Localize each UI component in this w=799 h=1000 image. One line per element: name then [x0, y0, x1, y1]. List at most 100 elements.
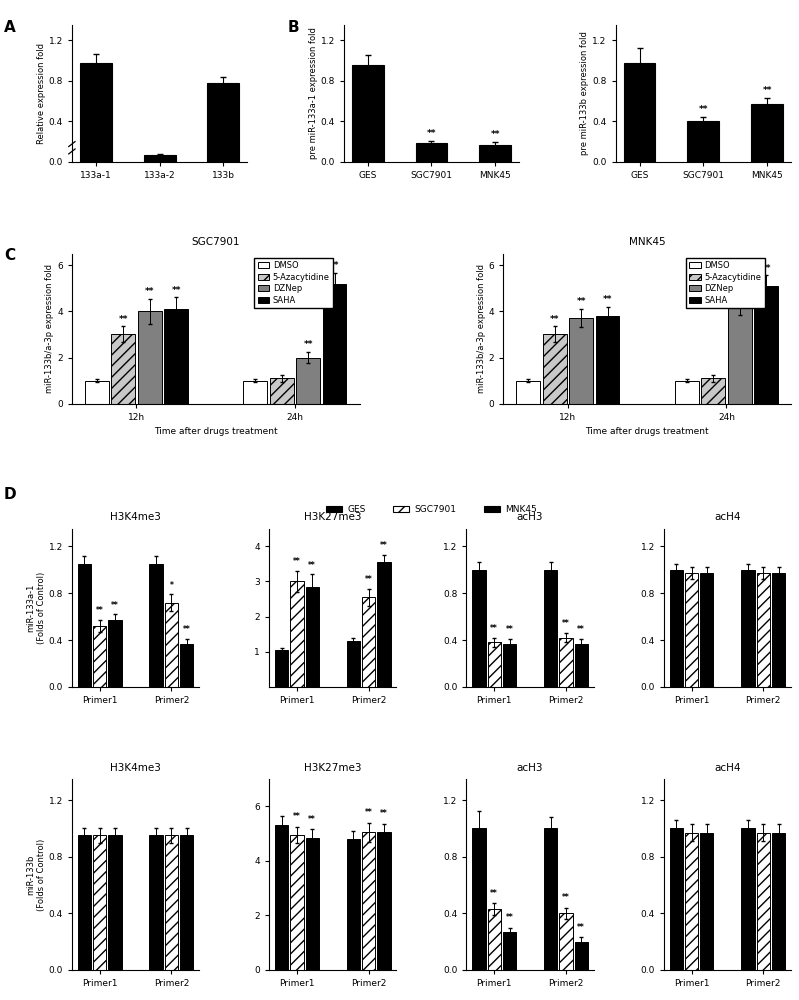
Legend: GES, SGC7901, MNK45: GES, SGC7901, MNK45: [322, 502, 541, 518]
Text: **: **: [602, 295, 612, 304]
Bar: [144, 155, 176, 162]
Bar: [362, 597, 376, 687]
Bar: [544, 828, 558, 970]
Bar: [305, 838, 319, 970]
Text: **: **: [96, 606, 104, 615]
Text: **: **: [762, 86, 772, 95]
Bar: [180, 835, 193, 970]
Title: H3K27me3: H3K27me3: [304, 512, 362, 522]
Text: **: **: [330, 261, 340, 270]
Bar: [244, 381, 267, 404]
Text: **: **: [578, 923, 585, 932]
Bar: [751, 104, 783, 162]
Text: **: **: [491, 130, 500, 139]
Bar: [347, 641, 360, 687]
Text: **: **: [698, 105, 708, 114]
X-axis label: Time after drugs treatment: Time after drugs treatment: [154, 427, 277, 436]
Bar: [415, 143, 447, 162]
Title: MNK45: MNK45: [629, 237, 666, 247]
Bar: [543, 334, 566, 404]
Title: acH3: acH3: [517, 763, 543, 773]
Bar: [596, 316, 619, 404]
Text: **: **: [304, 340, 313, 349]
Bar: [80, 63, 112, 162]
Y-axis label: miR-133a-1
(Folds of Control): miR-133a-1 (Folds of Control): [26, 572, 46, 644]
Bar: [670, 570, 683, 687]
Text: **: **: [550, 315, 559, 324]
Text: *: *: [169, 581, 173, 590]
Y-axis label: miR-133b
(Folds of Control): miR-133b (Folds of Control): [26, 838, 46, 911]
Text: **: **: [293, 812, 301, 821]
Text: **: **: [293, 557, 301, 566]
Bar: [93, 626, 106, 687]
Bar: [137, 311, 161, 404]
Text: **: **: [576, 297, 586, 306]
Text: **: **: [183, 625, 190, 634]
Bar: [362, 832, 376, 970]
Text: **: **: [735, 278, 745, 287]
Bar: [472, 828, 486, 970]
Text: C: C: [4, 248, 15, 263]
Title: H3K4me3: H3K4me3: [110, 763, 161, 773]
Y-axis label: pre miR-133b expression fold: pre miR-133b expression fold: [580, 31, 590, 155]
Text: **: **: [578, 625, 585, 634]
Title: SGC7901: SGC7901: [192, 237, 240, 247]
Bar: [78, 835, 91, 970]
Bar: [728, 302, 752, 404]
Bar: [165, 835, 178, 970]
Text: **: **: [506, 625, 514, 634]
Bar: [180, 644, 193, 687]
Text: **: **: [506, 913, 514, 922]
Text: **: **: [491, 889, 498, 898]
Y-axis label: miR-133b/a-3p expression fold: miR-133b/a-3p expression fold: [46, 264, 54, 393]
Bar: [296, 358, 320, 404]
Bar: [165, 603, 178, 687]
Bar: [111, 334, 135, 404]
Bar: [670, 828, 683, 970]
Legend: DMSO, 5-Azacytidine, DZNep, SAHA: DMSO, 5-Azacytidine, DZNep, SAHA: [254, 258, 333, 308]
Text: **: **: [308, 561, 316, 570]
Y-axis label: pre miR-133a-1 expression fold: pre miR-133a-1 expression fold: [308, 27, 317, 159]
Bar: [275, 650, 288, 687]
Bar: [149, 564, 163, 687]
X-axis label: Time after drugs treatment: Time after drugs treatment: [586, 427, 709, 436]
Bar: [377, 562, 391, 687]
Bar: [700, 833, 714, 970]
Title: acH4: acH4: [714, 763, 741, 773]
Bar: [700, 573, 714, 687]
Bar: [352, 65, 384, 162]
Bar: [687, 121, 719, 162]
Bar: [559, 638, 573, 687]
Bar: [574, 644, 588, 687]
Text: **: **: [118, 315, 128, 324]
Bar: [85, 381, 109, 404]
Bar: [574, 942, 588, 970]
Y-axis label: Relative expression fold: Relative expression fold: [37, 43, 46, 144]
Bar: [93, 835, 106, 970]
Bar: [149, 835, 163, 970]
Text: **: **: [491, 624, 498, 633]
Bar: [623, 63, 655, 162]
Text: **: **: [365, 808, 372, 817]
Text: **: **: [145, 287, 154, 296]
Bar: [78, 564, 91, 687]
Bar: [275, 825, 288, 970]
Bar: [472, 570, 486, 687]
Bar: [208, 83, 240, 162]
Title: H3K27me3: H3K27me3: [304, 763, 362, 773]
Bar: [757, 833, 770, 970]
Bar: [544, 570, 558, 687]
Title: H3K4me3: H3K4me3: [110, 512, 161, 522]
Title: acH3: acH3: [517, 512, 543, 522]
Text: **: **: [761, 264, 771, 273]
Bar: [270, 378, 294, 404]
Text: **: **: [427, 129, 436, 138]
Bar: [487, 909, 501, 970]
Bar: [685, 573, 698, 687]
Text: **: **: [562, 893, 570, 902]
Text: **: **: [380, 809, 388, 818]
Bar: [772, 573, 785, 687]
Bar: [702, 378, 725, 404]
Bar: [503, 644, 516, 687]
Bar: [487, 642, 501, 687]
